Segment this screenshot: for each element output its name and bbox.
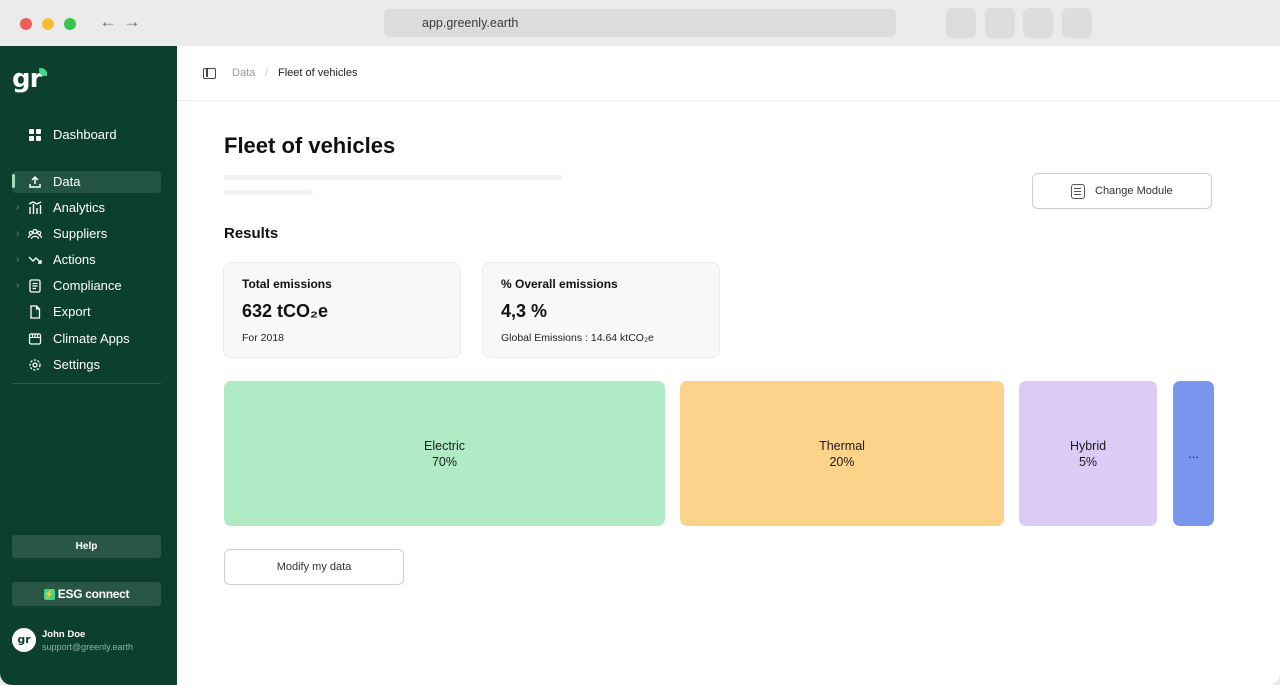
kpi-value: 4,3 % (501, 301, 548, 321)
forward-arrow-icon[interactable]: → (123, 12, 141, 31)
browser-action-button-4[interactable] (1062, 8, 1092, 38)
tile-percent: 70% (431, 455, 458, 469)
sidebar-divider (12, 383, 161, 384)
user-name: John Doe (42, 629, 86, 640)
user-email: support@greenly.earth (42, 642, 134, 652)
sidebar-item-analytics[interactable]: › Analytics (12, 197, 161, 219)
modify-data-button[interactable]: Modify my data (224, 549, 404, 585)
breadcrumb-current: Fleet of vehicles (278, 67, 358, 79)
loading-placeholder (224, 190, 313, 195)
kpi-title: % Overall emissions (501, 277, 618, 291)
sidebar-item-export[interactable]: Export (12, 301, 161, 323)
maximize-window-button[interactable] (64, 18, 76, 30)
breadcrumb-data[interactable]: Data (232, 67, 256, 79)
esg-connect-button[interactable]: ⚡ ESG connect (12, 582, 161, 606)
sidebar-item-compliance[interactable]: › Compliance (12, 275, 161, 297)
browser-action-button-3[interactable] (1023, 8, 1053, 38)
chevron-right-icon: › (16, 280, 20, 291)
kpi-subtitle: Global Emissions : 14.64 ktCO₂e (501, 332, 654, 344)
upload-icon (29, 175, 41, 188)
browser-toolbar: ← → app.greenly.earth (0, 0, 1280, 46)
tile-percent: 5% (1078, 455, 1098, 469)
breakdown-tile-more[interactable]: ... (1173, 381, 1214, 526)
minimize-window-button[interactable] (42, 18, 54, 30)
sidebar: gr Dashboard Data › Analytics › Supplier… (0, 46, 177, 685)
avatar[interactable]: gr (12, 628, 36, 652)
sidebar-item-data[interactable]: Data (12, 171, 161, 193)
file-icon (30, 305, 41, 319)
address-bar[interactable]: app.greenly.earth (384, 9, 896, 37)
close-window-button[interactable] (20, 18, 32, 30)
help-button[interactable]: Help (12, 535, 161, 558)
grid-icon (29, 129, 41, 141)
tile-label: Thermal (819, 439, 865, 453)
top-bar: Data / Fleet of vehicles (177, 46, 1280, 101)
breakdown-tile-hybrid[interactable]: Hybrid 5% (1019, 381, 1157, 526)
document-icon (1071, 184, 1085, 199)
sidebar-item-label: Suppliers (53, 226, 108, 241)
trend-down-icon (28, 256, 42, 264)
change-module-button[interactable]: Change Module (1032, 173, 1212, 209)
sidebar-item-actions[interactable]: › Actions (12, 249, 161, 271)
browser-action-button-2[interactable] (985, 8, 1015, 38)
sidebar-item-settings[interactable]: Settings (12, 354, 161, 376)
kpi-value: 632 tCO₂e (242, 301, 329, 321)
sidebar-item-label: Compliance (53, 278, 122, 293)
sidebar-item-label: Data (53, 174, 81, 189)
kpi-title: Total emissions (242, 277, 332, 291)
sidebar-toggle-icon[interactable] (203, 68, 216, 79)
checklist-icon (29, 279, 41, 293)
breakdown-tile-thermal[interactable]: Thermal 20% (680, 381, 1004, 526)
chevron-right-icon: › (16, 254, 20, 265)
sidebar-item-climate-apps[interactable]: Climate Apps (12, 328, 161, 350)
chevron-right-icon: › (16, 202, 20, 213)
page-title: Fleet of vehicles (224, 133, 396, 158)
kpi-card-overall-emissions: % Overall emissions 4,3 % Global Emissio… (482, 262, 720, 358)
people-icon (28, 228, 42, 240)
sidebar-item-dashboard[interactable]: Dashboard (12, 124, 161, 146)
esg-connect-label: ESG connect (57, 587, 130, 601)
active-indicator (12, 174, 15, 188)
breakdown-tile-electric[interactable]: Electric 70% (224, 381, 665, 526)
chevron-right-icon: › (16, 228, 20, 239)
store-icon (28, 333, 42, 345)
sidebar-item-label: Climate Apps (53, 331, 130, 346)
tile-percent: 20% (829, 455, 855, 469)
bar-chart-icon (28, 201, 42, 214)
kpi-subtitle: For 2018 (242, 332, 285, 344)
sidebar-item-label: Settings (53, 357, 100, 372)
browser-action-button-1[interactable] (946, 8, 976, 38)
sidebar-item-suppliers[interactable]: › Suppliers (12, 223, 161, 245)
breadcrumb-separator: / (265, 67, 269, 79)
tile-label: Hybrid (1069, 439, 1107, 453)
sidebar-item-label: Actions (53, 252, 96, 267)
loading-placeholder (224, 175, 563, 180)
sidebar-item-label: Export (53, 304, 91, 319)
gear-icon (29, 359, 41, 371)
sidebar-item-label: Dashboard (53, 127, 117, 142)
kpi-card-total-emissions: Total emissions 632 tCO₂e For 2018 (223, 262, 461, 358)
lightning-icon: ⚡ (43, 588, 56, 600)
tile-label: Electric (424, 439, 465, 453)
change-module-label: Change Module (1095, 185, 1173, 197)
greenly-logo[interactable]: gr (12, 66, 48, 92)
results-heading: Results (224, 225, 279, 242)
sidebar-item-label: Analytics (53, 200, 106, 215)
back-arrow-icon[interactable]: ← (99, 12, 117, 31)
tile-label: ... (1188, 447, 1199, 461)
